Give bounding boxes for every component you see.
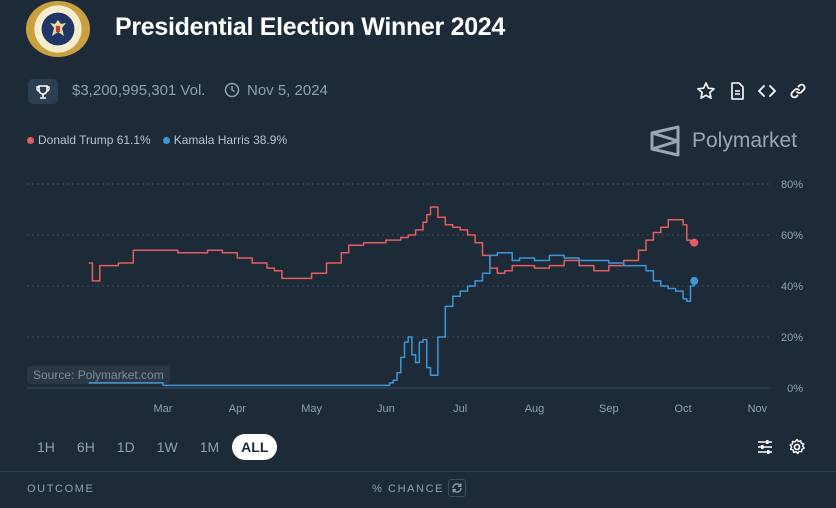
legend-item-harris: Kamala Harris 38.9%	[162, 133, 288, 147]
page-title: Presidential Election Winner 2024	[115, 13, 506, 41]
series-line-trump	[88, 206, 695, 282]
series-line-harris	[88, 252, 695, 387]
legend-label-harris: Kamala Harris 38.9%	[173, 133, 288, 147]
chart-legend: Donald Trump 61.1% Kamala Harris 38.9%	[27, 133, 287, 147]
trump-color-dot	[27, 136, 34, 144]
end-date-text: Nov 5, 2024	[247, 82, 328, 99]
eagle-icon	[50, 20, 66, 36]
embed-icon[interactable]	[757, 81, 777, 101]
polymarket-brand-text: Polymarket	[692, 129, 798, 152]
x-tick-label: Jul	[453, 403, 467, 415]
harris-color-dot	[162, 136, 170, 144]
volume-text: $3,200,995,301 Vol.	[72, 82, 206, 99]
series-endpoint-trump	[690, 238, 699, 247]
y-tick-label: 60%	[781, 230, 803, 242]
series-endpoint-harris	[690, 276, 699, 285]
y-tick-label: 80%	[781, 179, 803, 191]
x-tick-label: Oct	[675, 403, 692, 415]
clock-icon	[224, 82, 240, 98]
y-tick-label: 20%	[781, 332, 803, 344]
time-range-selector: 1H 6H 1D 1W 1M ALL	[28, 434, 278, 460]
x-tick-label: Mar	[154, 403, 173, 415]
y-tick-label: 40%	[781, 281, 803, 293]
x-tick-label: Nov	[748, 403, 768, 415]
chart-grid	[27, 183, 770, 389]
x-tick-label: May	[301, 403, 322, 415]
range-button-1w[interactable]: 1W	[156, 439, 178, 455]
outcome-column-header: OUTCOME	[27, 483, 95, 495]
link-icon[interactable]	[788, 81, 808, 101]
polymarket-logo: Polymarket	[650, 125, 797, 157]
star-icon[interactable]	[696, 81, 716, 101]
x-axis-labels: Mar Apr May Jun Jul Aug Sep Oct Nov	[154, 403, 768, 415]
range-button-1h[interactable]: 1H	[37, 439, 55, 455]
x-tick-label: Sep	[599, 403, 619, 415]
polymarket-logo-icon	[650, 125, 680, 157]
y-tick-label: 0%	[787, 383, 803, 395]
y-axis-labels: 80% 60% 40% 20% 0%	[781, 179, 803, 395]
filter-sliders-icon[interactable]	[756, 438, 774, 456]
x-tick-label: Apr	[229, 403, 246, 415]
legend-label-trump: Donald Trump 61.1%	[38, 133, 151, 147]
chance-column-header: % CHANCE	[372, 483, 445, 495]
settings-gear-icon[interactable]	[788, 438, 806, 456]
range-button-1d[interactable]: 1D	[116, 439, 135, 455]
document-icon[interactable]	[727, 81, 747, 101]
x-tick-label: Jun	[377, 403, 395, 415]
source-watermark: Source: Polymarket.com	[27, 366, 170, 384]
outcome-table-header: OUTCOME % CHANCE	[0, 471, 836, 508]
trophy-icon[interactable]	[28, 79, 58, 104]
chart-lines	[88, 206, 699, 387]
range-button-all[interactable]: ALL	[232, 434, 278, 460]
refresh-icon[interactable]	[448, 479, 466, 497]
price-history-chart[interactable]: 80% 60% 40% 20% 0% Mar Apr May Jun Jul Aug Sep Oct N…	[0, 170, 836, 425]
range-button-6h[interactable]: 6H	[76, 439, 95, 455]
x-tick-label: Aug	[525, 403, 545, 415]
legend-item-trump: Donald Trump 61.1%	[27, 133, 151, 147]
range-button-1m[interactable]: 1M	[199, 439, 220, 455]
presidential-seal-logo	[26, 1, 90, 57]
